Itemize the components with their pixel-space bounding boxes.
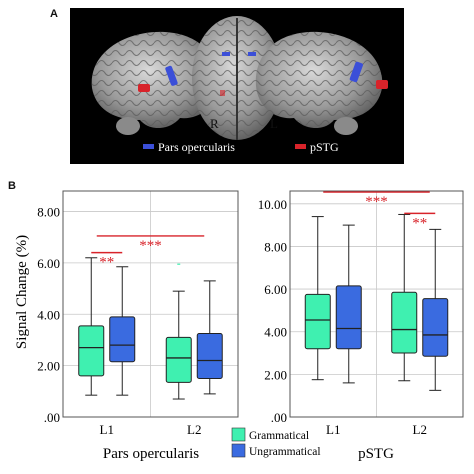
y-tick-label: .00 bbox=[44, 410, 60, 425]
box-pstg-l2-ungrammatical bbox=[422, 298, 449, 357]
y-axis-title: Signal Change (%) bbox=[14, 235, 30, 349]
panel-b-letter: B bbox=[8, 180, 16, 192]
brain-illustration: R L Pars opercularis pSTG bbox=[91, 16, 388, 154]
y-tick-label: .00 bbox=[271, 410, 287, 425]
y-tick-label: 6.00 bbox=[264, 282, 287, 297]
y-tick-label: 10.00 bbox=[258, 197, 287, 212]
x-tick-label: L1 bbox=[326, 422, 340, 437]
x-tick-label: L2 bbox=[413, 422, 427, 437]
x-title-pstg: pSTG bbox=[358, 446, 394, 462]
brain-left-lateral bbox=[255, 31, 388, 135]
legend-swatch-pstg bbox=[295, 144, 306, 149]
panel-a-letter: A bbox=[50, 8, 58, 20]
significance-label: ** bbox=[412, 215, 427, 231]
legend-swatch-ungrammatical bbox=[231, 443, 246, 458]
x-title-pars-opercularis: Pars opercularis bbox=[103, 446, 199, 462]
y-tick-label: 8.00 bbox=[264, 239, 287, 254]
x-tick-label: L2 bbox=[187, 422, 201, 437]
y-tick-label: 6.00 bbox=[37, 256, 60, 271]
brain-dorsal bbox=[192, 16, 282, 140]
y-tick-label: 4.00 bbox=[264, 325, 287, 340]
legend-swatch-grammatical bbox=[231, 427, 246, 442]
legend-label-ungrammatical: Ungrammatical bbox=[249, 446, 321, 458]
plot-frame bbox=[289, 190, 464, 418]
legend-label-grammatical: Grammatical bbox=[249, 430, 309, 442]
significance-label: ** bbox=[99, 255, 114, 271]
legend-swatch-pars-opercularis bbox=[143, 144, 154, 149]
significance-label: *** bbox=[139, 238, 162, 254]
significance-label: *** bbox=[365, 194, 388, 210]
brain-right-lateral bbox=[91, 31, 219, 135]
plot-frame bbox=[62, 190, 239, 418]
hemisphere-label-left: L bbox=[270, 116, 278, 131]
y-tick-label: 2.00 bbox=[37, 359, 60, 374]
hemisphere-label-right: R bbox=[210, 116, 219, 131]
legend-label-pars-opercularis: Pars opercularis bbox=[158, 140, 235, 154]
legend-label-pstg: pSTG bbox=[310, 140, 339, 154]
box-pstg-l1-ungrammatical bbox=[335, 285, 362, 350]
box-pstg-l1-grammatical bbox=[304, 293, 331, 350]
y-tick-label: 8.00 bbox=[37, 205, 60, 220]
box-pars-opercularis-l1-ungrammatical bbox=[109, 316, 136, 363]
brain-render-panel: R L Pars opercularis pSTG bbox=[70, 8, 404, 164]
y-tick-label: 2.00 bbox=[264, 367, 287, 382]
box-pstg-l2-grammatical bbox=[391, 291, 418, 354]
x-tick-label: L1 bbox=[100, 422, 114, 437]
box-pars-opercularis-l2-grammatical bbox=[165, 336, 192, 383]
y-tick-label: 4.00 bbox=[37, 307, 60, 322]
box-pars-opercularis-l1-grammatical bbox=[78, 325, 105, 377]
box-pars-opercularis-l2-ungrammatical bbox=[196, 333, 223, 379]
